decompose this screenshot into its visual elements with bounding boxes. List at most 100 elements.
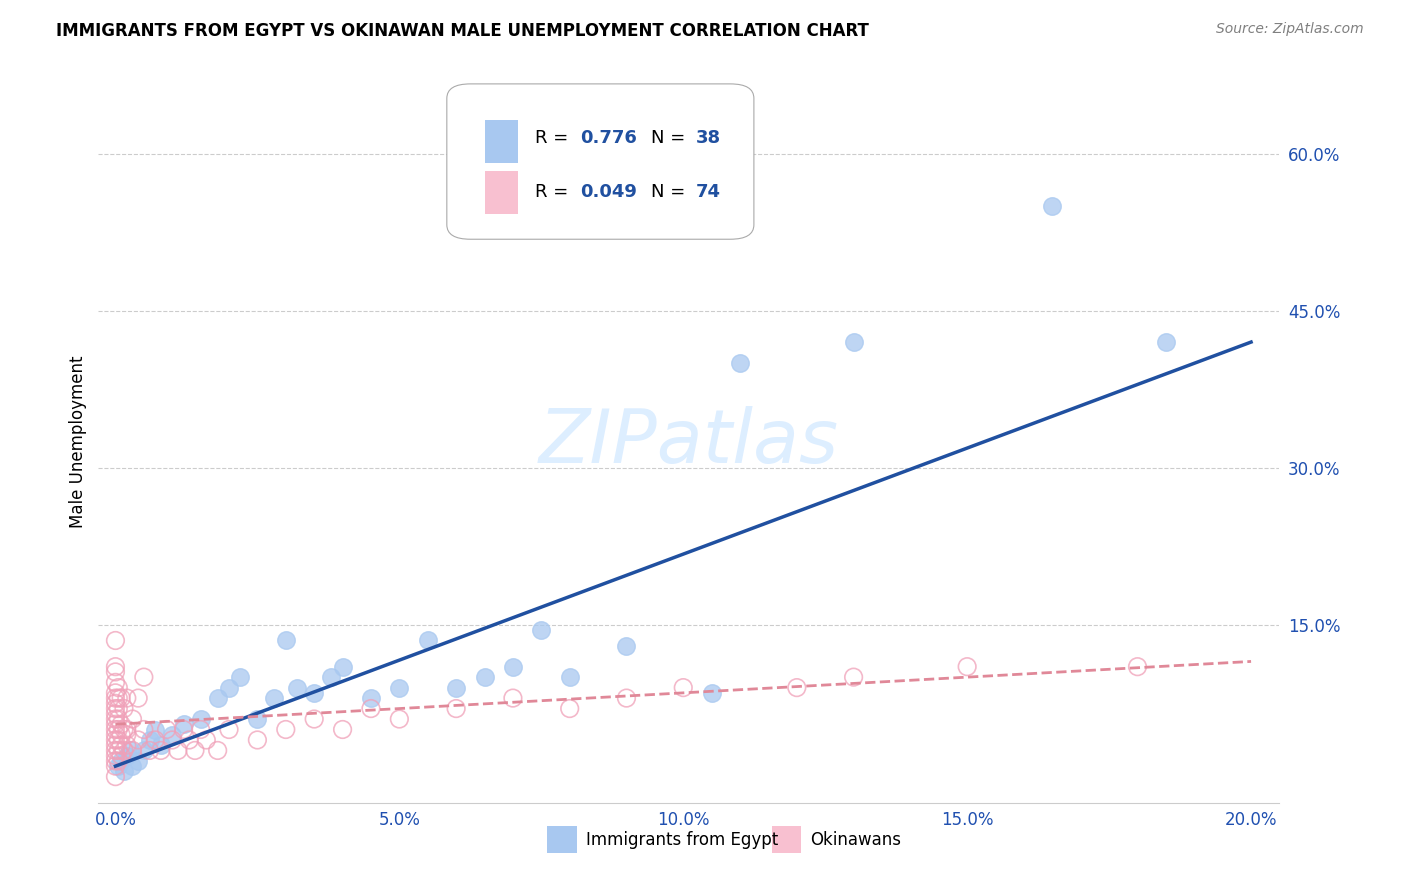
Point [104,706,127,721]
Point [121,743,143,757]
Point [143,723,166,737]
Point [162,733,183,747]
FancyBboxPatch shape [485,120,517,163]
Point [107,759,129,773]
Point [104,723,127,737]
Point [173,723,195,737]
Text: 74: 74 [696,183,721,202]
Point [558,670,581,684]
Point [118,743,141,757]
Text: N =: N = [651,183,692,202]
Point [104,743,127,757]
Point [218,723,240,737]
Point [388,712,411,726]
Point [107,743,129,757]
Point [207,743,229,757]
Point [263,691,285,706]
Point [672,681,695,695]
Point [195,733,218,747]
Point [110,717,132,731]
Point [416,633,439,648]
Point [302,686,325,700]
Point [1040,199,1063,213]
Point [162,728,183,742]
Point [107,754,129,768]
Point [115,728,138,742]
Point [115,723,138,737]
Point [115,738,138,752]
Text: Source: ZipAtlas.com: Source: ZipAtlas.com [1216,22,1364,37]
Point [616,691,638,706]
FancyBboxPatch shape [547,826,576,854]
Text: IMMIGRANTS FROM EGYPT VS OKINAWAN MALE UNEMPLOYMENT CORRELATION CHART: IMMIGRANTS FROM EGYPT VS OKINAWAN MALE U… [56,22,869,40]
Point [110,748,132,763]
Point [121,712,143,726]
Point [149,738,172,752]
Text: R =: R = [536,129,575,147]
Point [842,334,865,349]
Point [115,691,138,706]
Point [700,686,723,700]
Point [1154,334,1177,349]
Point [502,659,524,673]
Point [110,738,132,752]
Point [104,728,127,742]
Point [107,712,129,726]
Text: Immigrants from Egypt: Immigrants from Egypt [586,831,779,849]
Point [218,681,240,695]
Point [104,659,127,673]
Point [110,728,132,742]
Text: R =: R = [536,183,575,202]
Point [110,754,132,768]
Point [132,670,155,684]
Point [502,691,524,706]
Point [104,717,127,731]
Y-axis label: Male Unemployment: Male Unemployment [69,355,87,528]
Point [173,717,195,731]
Point [530,623,553,637]
Point [138,733,160,747]
Point [246,712,269,726]
FancyBboxPatch shape [485,170,517,214]
Text: ZIPatlas: ZIPatlas [538,406,839,477]
Point [274,633,297,648]
Point [360,691,382,706]
FancyBboxPatch shape [447,84,754,239]
Point [127,754,149,768]
Point [302,712,325,726]
Point [104,738,127,752]
Point [112,723,135,737]
Text: N =: N = [651,129,692,147]
Text: Okinawans: Okinawans [811,831,901,849]
Point [207,691,229,706]
Point [246,733,269,747]
Point [107,733,129,747]
Point [474,670,496,684]
Point [190,712,212,726]
Point [786,681,808,695]
Point [842,670,865,684]
Point [104,633,127,648]
Point [127,733,149,747]
Point [107,691,129,706]
Point [104,712,127,726]
Text: 0.776: 0.776 [581,129,637,147]
Point [332,723,354,737]
Point [104,665,127,679]
Point [104,696,127,710]
FancyBboxPatch shape [772,826,801,854]
Point [149,743,172,757]
Point [274,723,297,737]
Point [444,681,467,695]
Point [107,701,129,715]
Point [956,659,979,673]
Point [104,675,127,690]
Point [321,670,343,684]
Point [558,701,581,715]
Point [143,733,166,747]
Point [132,723,155,737]
Point [444,701,467,715]
Point [1126,659,1149,673]
Point [104,691,127,706]
Point [104,701,127,715]
